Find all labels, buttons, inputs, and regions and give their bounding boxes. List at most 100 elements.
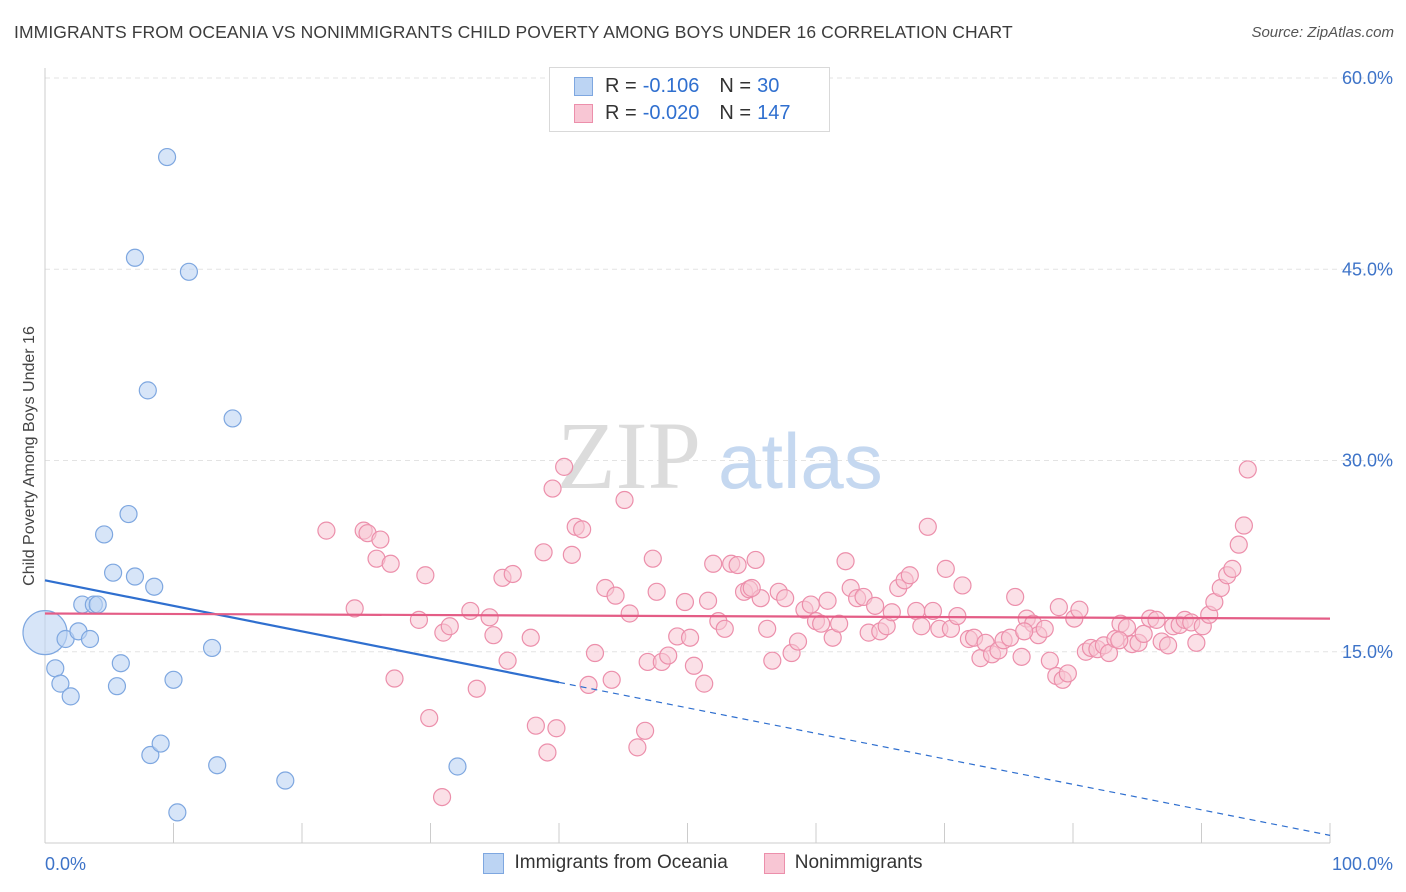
- trend-lines: [44, 579, 1331, 836]
- watermark-zip: ZIP: [557, 402, 701, 509]
- nonimmigrants-point: [635, 721, 655, 740]
- nonimmigrants-point: [659, 646, 678, 665]
- oceania-point: [202, 638, 222, 658]
- nonimmigrants-point: [503, 564, 522, 584]
- oceania-point: [104, 563, 123, 582]
- oceania-point: [164, 670, 183, 689]
- legend-n-label: N =: [719, 74, 752, 97]
- oceania-point: [111, 654, 130, 673]
- legend-swatch-pink: [763, 852, 785, 874]
- oceania-point: [51, 674, 70, 693]
- legend-r-label: R =: [605, 101, 637, 124]
- oceania-points: [22, 147, 467, 822]
- nonimmigrants-point: [555, 457, 574, 476]
- nonimmigrants-point: [695, 674, 714, 693]
- nonimmigrants-point: [866, 596, 885, 615]
- watermark: ZIP atlas: [557, 402, 883, 509]
- oceania-point: [276, 771, 295, 790]
- nonimmigrants-point: [912, 617, 931, 636]
- oceania-trend-line: [44, 579, 560, 684]
- nonimmigrants-point: [1049, 598, 1068, 617]
- nonimmigrants-point: [371, 530, 390, 549]
- nonimmigrants-point: [788, 632, 808, 651]
- nonimmigrants-point: [882, 603, 901, 622]
- legend-swatch-blue: [483, 852, 505, 874]
- y-tick-label: 30.0%: [1342, 451, 1393, 471]
- nonimmigrants-point: [480, 608, 499, 627]
- nonimmigrants-point: [763, 651, 782, 670]
- nonimmigrants-point: [715, 619, 734, 638]
- oceania-point: [138, 381, 157, 400]
- nonimmigrants-point: [467, 679, 486, 698]
- nonimmigrants-point: [704, 554, 723, 573]
- legend-row-oceania: R = -0.106 N = 30: [574, 74, 779, 98]
- nonimmigrants-point: [1006, 587, 1025, 607]
- legend-r-value: -0.020: [642, 101, 700, 124]
- nonimmigrants-point: [615, 490, 634, 510]
- oceania-point: [141, 745, 160, 765]
- nonimmigrants-point: [830, 614, 849, 633]
- oceania-point: [145, 577, 164, 596]
- legend-r-label: R =: [605, 74, 637, 97]
- nonimmigrants-point: [776, 589, 795, 608]
- nonimmigrants-point: [547, 719, 566, 738]
- tick-labels: 15.0% 30.0% 45.0% 60.0% 0.0% 100.0%: [45, 68, 1393, 874]
- legend-item-oceania: Immigrants from Oceania: [483, 852, 728, 874]
- y-tick-label: 60.0%: [1342, 68, 1393, 88]
- nonimmigrants-trend-line: [44, 612, 1331, 620]
- nonimmigrants-point: [440, 617, 459, 636]
- legend-swatch-blue: [574, 76, 593, 96]
- nonimmigrants-point: [698, 591, 718, 610]
- nonimmigrants-point: [758, 619, 777, 638]
- oceania-point: [179, 262, 199, 281]
- nonimmigrants-point: [936, 559, 955, 578]
- nonimmigrants-points: [317, 457, 1257, 807]
- oceania-point: [46, 659, 65, 678]
- nonimmigrants-point: [579, 675, 598, 695]
- oceania-point: [119, 504, 138, 524]
- legend-r-value: -0.106: [642, 74, 700, 97]
- nonimmigrants-point: [526, 716, 545, 735]
- nonimmigrants-point: [1187, 633, 1206, 652]
- nonimmigrants-point: [538, 743, 557, 762]
- nonimmigrants-point: [385, 669, 404, 688]
- y-tick-label: 45.0%: [1342, 259, 1393, 279]
- axes: [44, 68, 1331, 844]
- nonimmigrants-point: [900, 566, 919, 585]
- y-tick-label: 15.0%: [1342, 642, 1393, 662]
- x-tick-label: 100.0%: [1332, 854, 1393, 874]
- nonimmigrants-point: [1158, 636, 1178, 655]
- nonimmigrants-point: [1110, 631, 1129, 650]
- source-label: Source: ZipAtlas.com: [1251, 24, 1394, 41]
- nonimmigrants-point: [675, 592, 695, 612]
- nonimmigrants-point: [647, 582, 666, 601]
- nonimmigrants-point: [918, 517, 937, 536]
- series-legend: Immigrants from Oceania Nonimmigrants: [0, 852, 1406, 874]
- nonimmigrants-point: [923, 601, 943, 621]
- legend-n-label: N =: [719, 101, 752, 124]
- legend-label-nonimmigrants: Nonimmigrants: [794, 852, 923, 873]
- oceania-point: [125, 567, 145, 586]
- oceania-point: [168, 803, 187, 822]
- nonimmigrants-point: [620, 604, 639, 623]
- oceania-point: [80, 629, 100, 649]
- oceania-point: [95, 525, 114, 544]
- nonimmigrants-point: [1015, 622, 1034, 641]
- nonimmigrants-point: [573, 520, 592, 539]
- oceania-point: [125, 248, 145, 267]
- nonimmigrants-point: [818, 591, 837, 610]
- nonimmigrants-point: [1040, 651, 1059, 670]
- nonimmigrants-point: [1234, 516, 1254, 535]
- nonimmigrants-point: [1012, 647, 1031, 666]
- nonimmigrants-point: [317, 521, 336, 540]
- nonimmigrants-point: [1035, 619, 1054, 638]
- nonimmigrants-point: [1223, 559, 1242, 578]
- nonimmigrants-point: [602, 670, 621, 689]
- nonimmigrants-point: [416, 566, 435, 585]
- nonimmigrants-point: [521, 628, 540, 647]
- nonimmigrants-point: [543, 479, 562, 498]
- nonimmigrants-point: [684, 656, 704, 675]
- oceania-point: [107, 677, 127, 696]
- oceania-point: [61, 687, 80, 706]
- nonimmigrants-point: [381, 554, 400, 573]
